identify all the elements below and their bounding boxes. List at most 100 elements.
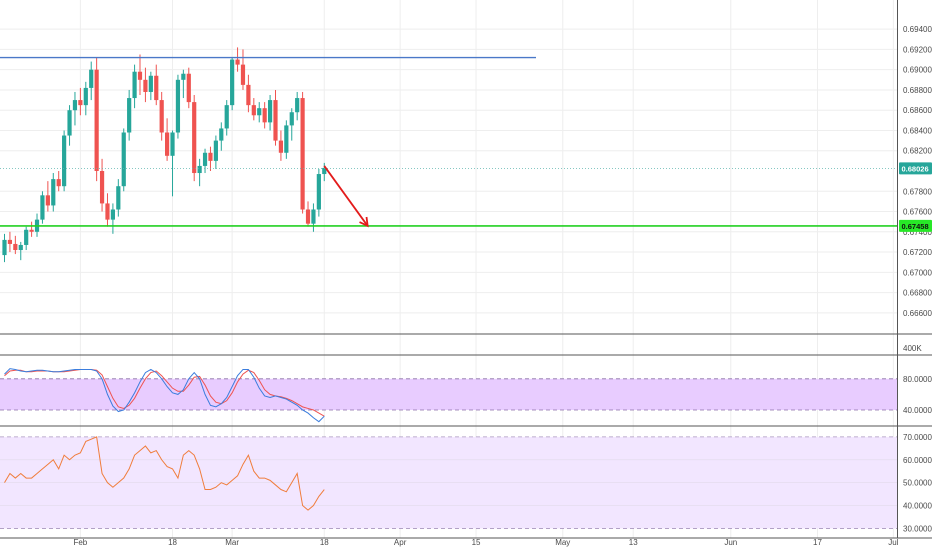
candle-body [230, 59, 235, 106]
candle-body [110, 209, 115, 220]
price-tick-label: 0.66800 [903, 289, 932, 298]
candle-body [51, 179, 56, 206]
candle-body [154, 75, 159, 101]
price-tick-label: 0.67600 [903, 208, 932, 217]
rsi-tick-label: 50.0000 [903, 479, 932, 488]
candle-body [257, 108, 262, 116]
price-tick-label: 0.68200 [903, 147, 932, 156]
candle-body [13, 243, 18, 251]
candle-body [99, 171, 105, 204]
candle-body [311, 209, 316, 224]
x-tick-label: 13 [629, 538, 638, 547]
candle-body [2, 239, 7, 256]
last-price-badge-bg [899, 162, 932, 175]
candle-body [116, 186, 121, 210]
price-candles [2, 47, 327, 263]
x-tick-label: Apr [394, 538, 407, 547]
candle-body [240, 64, 246, 85]
x-tick-label: 18 [320, 538, 329, 547]
candle-body [305, 209, 311, 224]
level-price-badge: 0.67458 [902, 222, 929, 231]
arrow-shaft [323, 165, 369, 227]
candle-body [262, 108, 267, 123]
x-tick-label: May [555, 538, 570, 547]
price-tick-label: 0.69400 [903, 25, 932, 34]
candle-body [316, 174, 321, 210]
candle-body [170, 132, 175, 156]
x-tick-label: 18 [168, 538, 177, 547]
time-axis: 14Feb18Mar18Apr15May13Jun17Jul15Aug [73, 538, 898, 547]
candle-body [24, 229, 29, 245]
candle-body [213, 140, 218, 161]
candle-body [322, 167, 327, 175]
candle-body [67, 110, 72, 136]
candle-body [273, 100, 278, 141]
candle-body [105, 203, 110, 220]
arrow-head [359, 216, 369, 228]
candle-body [62, 135, 67, 187]
rsi-tick-label: 40.0000 [903, 502, 932, 511]
x-tick-label: Jun [724, 538, 737, 547]
volume-tick-label: 400K [903, 344, 922, 353]
candle-body [45, 195, 50, 206]
stoch-tick-label: 40.0000 [903, 406, 932, 415]
candle-body [40, 195, 45, 220]
candle-body [202, 152, 208, 166]
rsi-tick-label: 30.0000 [903, 524, 932, 533]
stoch-band [0, 378, 897, 410]
candle-body [251, 105, 256, 116]
price-tick-label: 0.68800 [903, 86, 932, 95]
candle-body [175, 79, 181, 133]
indicator-axes: 80.0000 40.0000 70.0000 60.0000 50.0000 40.00… [903, 375, 932, 534]
candle-body [143, 79, 148, 92]
candle-body [137, 71, 143, 80]
rsi-tick-label: 70.0000 [903, 433, 932, 442]
price-axis: 0.69400 0.69200 0.69000 0.68800 0.68600 0.684… [899, 25, 932, 353]
candle-body [94, 69, 99, 171]
price-tick-label: 0.67000 [903, 268, 932, 277]
candle-body [78, 100, 83, 106]
price-tick-label: 0.69200 [903, 45, 932, 54]
price-tick-label: 0.67800 [903, 187, 932, 196]
candle-body [132, 71, 137, 99]
candle-body [181, 73, 186, 80]
stoch-tick-label: 80.0000 [903, 375, 932, 384]
price-tick-label: 0.69000 [903, 66, 932, 75]
candle-body [284, 125, 289, 153]
candle-body [235, 59, 240, 65]
rsi-tick-label: 60.0000 [903, 456, 932, 465]
candle-body [121, 132, 126, 187]
x-tick-label: Feb [73, 538, 87, 547]
price-tick-label: 0.68600 [903, 106, 932, 115]
candle-body [267, 100, 273, 123]
candle-body [208, 152, 213, 161]
candle-body [186, 73, 191, 103]
x-tick-label: Jul [888, 538, 898, 547]
price-tick-label: 0.67400 [903, 228, 932, 237]
candle-body [127, 98, 132, 133]
candle-body [72, 100, 78, 111]
candle-body [278, 140, 284, 153]
stoch-k-line [4, 368, 325, 423]
candle-body [18, 244, 23, 251]
candle-body [300, 98, 305, 210]
candle-body [89, 69, 94, 88]
candle-body [29, 229, 34, 232]
stochastic-pane [0, 368, 897, 423]
candle-body [197, 165, 202, 174]
price-tick-label: 0.66600 [903, 309, 932, 318]
x-tick-label: 15 [472, 538, 481, 547]
candle-body [148, 75, 153, 92]
last-price-badge: 0.68026 [902, 164, 929, 173]
candle-body [219, 128, 224, 141]
candle-body [159, 100, 164, 133]
candle-body [7, 239, 13, 244]
candle-body [295, 98, 300, 113]
x-tick-label: 17 [813, 538, 822, 547]
candle-body [83, 87, 88, 106]
price-tick-label: 0.68400 [903, 126, 932, 135]
candle-body [289, 112, 294, 126]
candle-body [56, 179, 61, 187]
